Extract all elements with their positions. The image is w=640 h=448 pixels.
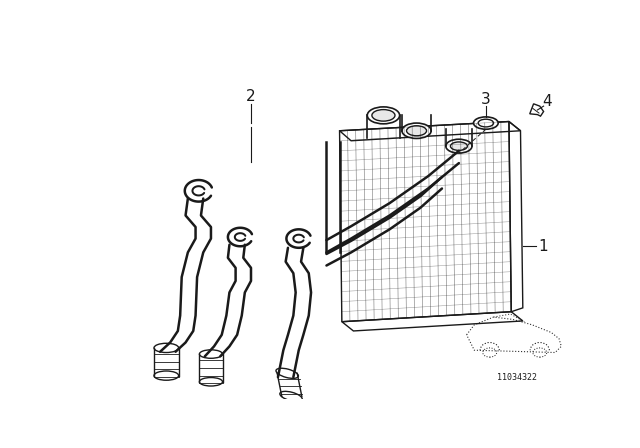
Ellipse shape [276,368,298,379]
Text: 1: 1 [539,239,548,254]
Ellipse shape [478,119,493,127]
Ellipse shape [154,371,179,380]
Ellipse shape [154,343,179,353]
Ellipse shape [367,107,399,124]
Text: 3: 3 [481,92,491,108]
Ellipse shape [451,142,467,151]
Text: 11034322: 11034322 [497,373,537,382]
Ellipse shape [372,110,395,121]
Ellipse shape [446,139,472,153]
Ellipse shape [200,378,223,386]
Text: 2: 2 [246,89,256,103]
Text: 4: 4 [543,94,552,109]
Ellipse shape [406,126,427,136]
Ellipse shape [402,123,431,138]
Ellipse shape [280,392,302,401]
Ellipse shape [200,350,223,358]
Ellipse shape [474,117,498,129]
